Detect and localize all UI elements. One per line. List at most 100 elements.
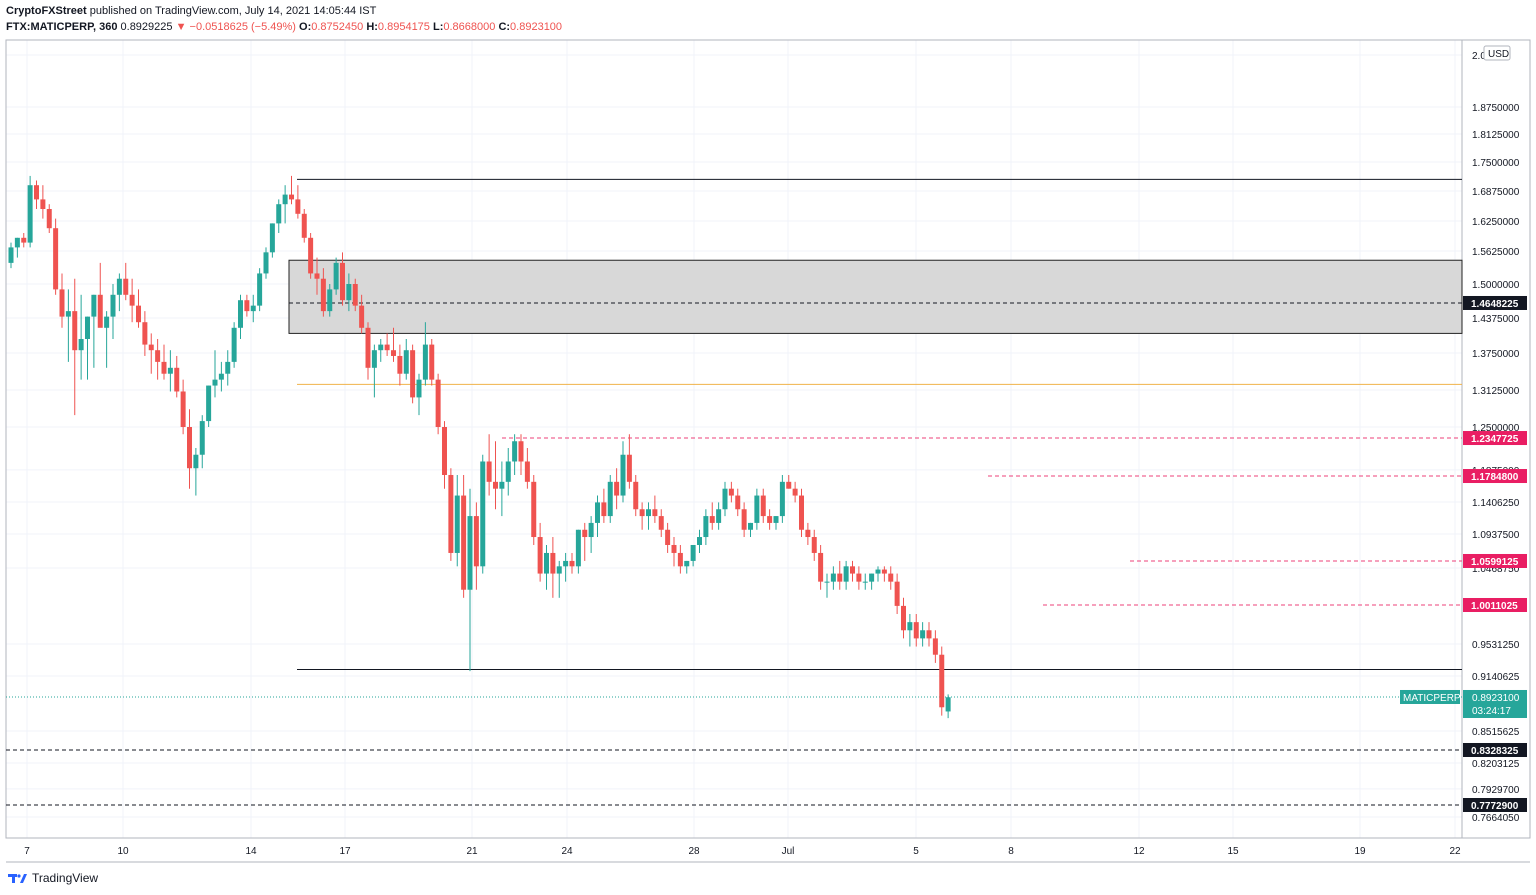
candle-62 [403, 339, 409, 380]
candle-body [939, 654, 945, 708]
candle-38 [250, 294, 256, 323]
candle-80 [518, 434, 524, 475]
candle-body [206, 385, 212, 422]
candle-64 [416, 373, 422, 416]
publisher-name[interactable]: CryptoFXStreet [6, 5, 87, 17]
candle-130 [837, 560, 843, 590]
level-label-4: 1.0011025 [1471, 601, 1518, 612]
candle-body [212, 379, 218, 386]
candle-body [378, 344, 384, 351]
candle-22 [148, 333, 154, 374]
candle-83 [537, 522, 543, 582]
candle-66 [429, 339, 435, 386]
candle-body [499, 481, 505, 489]
candle-body [97, 294, 103, 328]
level-label-bg-4 [1463, 597, 1527, 612]
candle-body [697, 537, 702, 545]
candle-3 [27, 175, 33, 248]
level-label-5: 0.8328325 [1471, 746, 1519, 757]
candle-body [384, 344, 390, 351]
candle-body [869, 573, 875, 582]
candle-87 [563, 552, 569, 582]
candle-body [799, 495, 804, 530]
candle-body [218, 373, 224, 380]
chart-header: CryptoFXStreet published on TradingView.… [6, 4, 562, 36]
footer-brand[interactable]: TradingView [8, 871, 98, 885]
candle-36 [238, 294, 243, 339]
candle-body [531, 481, 537, 538]
candle-91 [588, 516, 594, 553]
candle-134 [862, 573, 868, 590]
candle-121 [779, 474, 785, 523]
y-tick-label: 1.0468750 [1472, 564, 1520, 575]
candle-51 [333, 257, 339, 295]
candle-body [601, 502, 607, 517]
candle-body [913, 622, 919, 639]
candle-59 [384, 333, 390, 356]
candle-88 [569, 552, 575, 574]
candle-4 [34, 180, 39, 209]
candle-7 [53, 218, 59, 295]
candle-2 [21, 233, 27, 248]
candle-23 [155, 339, 161, 380]
candle-body [607, 481, 613, 517]
plot-frame [5, 39, 1463, 839]
footer-brand-label: TradingView [32, 871, 99, 885]
candle-128 [824, 573, 830, 598]
x-tick-label: Jul [782, 846, 795, 857]
candle-45 [295, 185, 301, 219]
supply-zone [288, 259, 1463, 334]
candle-body [91, 294, 97, 317]
candle-100 [646, 502, 651, 530]
candle-body [569, 560, 575, 567]
candle-33 [218, 361, 224, 392]
candle-body [614, 481, 620, 496]
close-label: C: [498, 21, 511, 33]
y-tick-label: 1.0937500 [1472, 530, 1520, 541]
candle-body [155, 350, 161, 362]
x-tick-label: 19 [1354, 846, 1366, 857]
candle-body [633, 481, 639, 510]
x-tick-label: 15 [1227, 846, 1239, 857]
candle-body [850, 566, 855, 574]
y-tick-label: 1.5000000 [1472, 280, 1520, 291]
candle-86 [556, 560, 562, 598]
candle-body [760, 495, 766, 517]
candle-107 [690, 544, 696, 567]
candle-58 [378, 339, 384, 362]
candle-96 [620, 441, 626, 503]
candle-133 [856, 566, 862, 590]
level-label-bg-6 [1463, 798, 1527, 812]
y-tick-label: 1.8750000 [1472, 103, 1520, 114]
candle-body [53, 228, 59, 290]
candle-31 [206, 385, 212, 427]
candle-44 [289, 175, 294, 205]
candle-body [735, 495, 741, 510]
candle-76 [493, 441, 498, 510]
candle-body [690, 544, 696, 561]
candle-15 [104, 311, 110, 368]
candle-body [416, 379, 422, 398]
candle-11 [78, 294, 84, 380]
candle-body [830, 573, 836, 582]
candle-body [824, 581, 830, 583]
candle-106 [684, 560, 690, 574]
symbol-label: FTX:MATICPERP, 360 [6, 21, 118, 33]
currency-label: USD [1488, 49, 1509, 60]
candle-body [371, 350, 377, 368]
candle-99 [639, 502, 645, 530]
candle-35 [231, 322, 237, 368]
candle-body [193, 454, 199, 469]
candle-body [282, 194, 288, 205]
candle-97 [626, 434, 632, 489]
x-tick-label: 17 [339, 846, 351, 857]
candle-body [104, 316, 110, 328]
candle-body [269, 223, 275, 253]
candle-body [575, 529, 581, 567]
candle-39 [257, 268, 263, 312]
y-tick-label: 2.0 [1472, 51, 1486, 62]
candle-body [881, 569, 887, 574]
candle-129 [830, 566, 836, 590]
candle-10 [72, 278, 78, 416]
